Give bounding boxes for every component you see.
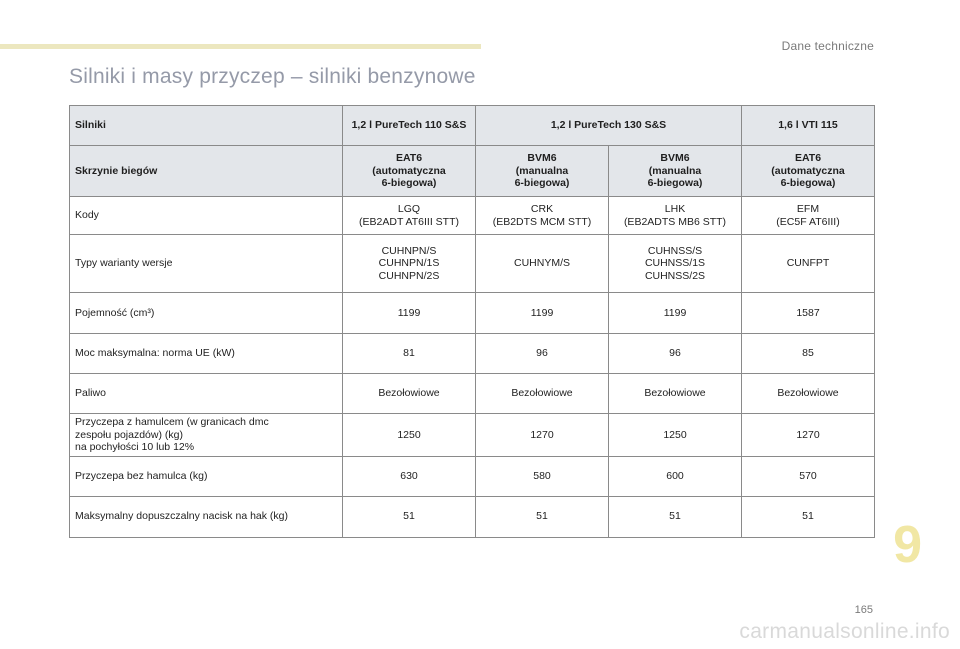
table-cell: 96: [608, 333, 742, 374]
table-cell: 1199: [475, 292, 609, 334]
table-cell: Bezołowiowe: [741, 373, 875, 414]
header-accent-bar: [0, 44, 481, 49]
engine-header: 1,2 l PureTech 130 S&S: [475, 105, 742, 146]
gearbox-cell: EAT6 (automatyczna 6-biegowa): [342, 145, 476, 197]
table-row: Typy warianty wersje CUHNPN/S CUHNPN/1S CUH…: [69, 234, 875, 293]
table-row: Przyczepa z hamulcem (w granicach dmc zes…: [69, 413, 875, 457]
row-label: Pojemność (cm³): [69, 292, 343, 334]
page-number: 165: [854, 604, 873, 616]
table-cell: 1250: [608, 413, 742, 457]
table-row: Maksymalny dopuszczalny nacisk na hak (k…: [69, 495, 875, 538]
table-cell: LGQ (EB2ADT AT6III STT): [342, 196, 476, 235]
row-label: Typy warianty wersje: [69, 234, 343, 293]
gearbox-cell: BVM6 (manualna 6-biegowa): [475, 145, 609, 197]
table-cell: 600: [608, 455, 742, 497]
row-label: Paliwo: [69, 373, 343, 414]
row-label: Moc maksymalna: norma UE (kW): [69, 333, 343, 374]
table-row: Przyczepa bez hamulca (kg) 630 580 600 570: [69, 455, 875, 497]
watermark-text: carmanualsonline.info: [739, 620, 950, 643]
section-name: Dane techniczne: [781, 39, 874, 53]
table-cell: CRK (EB2DTS MCM STT): [475, 196, 609, 235]
row-label: Przyczepa bez hamulca (kg): [69, 455, 343, 497]
engines-header-row: Silniki 1,2 l PureTech 110 S&S 1,2 l Pur…: [69, 105, 875, 146]
table-cell: 51: [342, 495, 476, 538]
table-cell: CUHNPN/S CUHNPN/1S CUHNPN/2S: [342, 234, 476, 293]
table-cell: 1270: [475, 413, 609, 457]
table-cell: CUHNYM/S: [475, 234, 609, 293]
row-label: Kody: [69, 196, 343, 235]
engine-header: 1,6 l VTI 115: [741, 105, 875, 146]
gearbox-cell: EAT6 (automatyczna 6-biegowa): [741, 145, 875, 197]
page-title: Silniki i masy przyczep – silniki benzyn…: [69, 65, 476, 88]
table-cell: 1270: [741, 413, 875, 457]
table-cell: 51: [608, 495, 742, 538]
table-cell: 1587: [741, 292, 875, 334]
table-cell: 570: [741, 455, 875, 497]
table-row: Kody LGQ (EB2ADT AT6III STT) CRK (EB2DTS MCM…: [69, 196, 875, 235]
gearbox-cell: BVM6 (manualna 6-biegowa): [608, 145, 742, 197]
table-cell: 1199: [608, 292, 742, 334]
engine-spec-table: Silniki 1,2 l PureTech 110 S&S 1,2 l Pur…: [69, 105, 875, 538]
gearbox-row: Skrzynie biegów EAT6 (automatyczna 6-biego…: [69, 145, 875, 197]
table-cell: CUHNSS/S CUHNSS/1S CUHNSS/2S: [608, 234, 742, 293]
table-cell: 1250: [342, 413, 476, 457]
table-row: Pojemność (cm³) 1199 1199 1199 1587: [69, 292, 875, 334]
table-cell: 96: [475, 333, 609, 374]
table-cell: 580: [475, 455, 609, 497]
table-row: Paliwo Bezołowiowe Bezołowiowe Bezołowiowe B…: [69, 373, 875, 414]
table-cell: 630: [342, 455, 476, 497]
table-cell: Bezołowiowe: [475, 373, 609, 414]
engines-label: Silniki: [69, 105, 343, 146]
gearbox-label: Skrzynie biegów: [69, 145, 343, 197]
table-cell: Bezołowiowe: [342, 373, 476, 414]
table-row: Moc maksymalna: norma UE (kW) 81 96 96 85: [69, 333, 875, 374]
row-label: Przyczepa z hamulcem (w granicach dmc zes…: [69, 413, 343, 457]
table-cell: 81: [342, 333, 476, 374]
table-cell: EFM (EC5F AT6III): [741, 196, 875, 235]
table-cell: 51: [741, 495, 875, 538]
table-cell: 51: [475, 495, 609, 538]
chapter-number: 9: [893, 516, 922, 574]
table-cell: LHK (EB2ADTS MB6 STT): [608, 196, 742, 235]
engine-header: 1,2 l PureTech 110 S&S: [342, 105, 476, 146]
table-cell: CUNFPT: [741, 234, 875, 293]
table-cell: Bezołowiowe: [608, 373, 742, 414]
table-cell: 85: [741, 333, 875, 374]
table-cell: 1199: [342, 292, 476, 334]
row-label: Maksymalny dopuszczalny nacisk na hak (k…: [69, 495, 343, 538]
